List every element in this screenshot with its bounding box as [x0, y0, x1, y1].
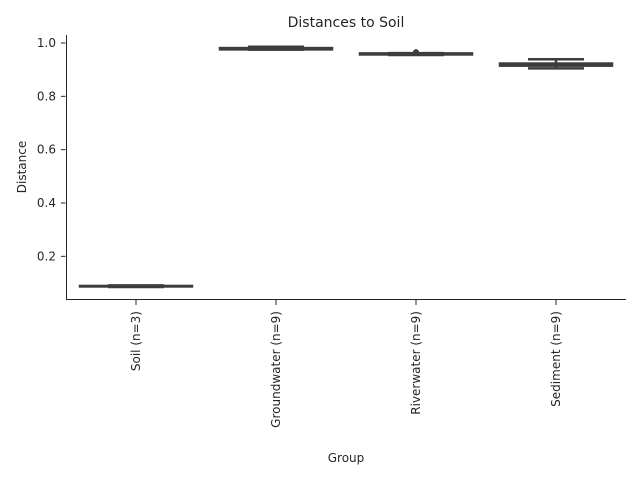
box-group: [78, 284, 194, 289]
box-group: [218, 45, 334, 51]
y-tick-label: 0.4: [37, 196, 56, 210]
x-tick-label: Groundwater (n=9): [269, 311, 283, 428]
x-axis-label: Group: [328, 451, 365, 465]
chart-title: Distances to Soil: [288, 15, 405, 31]
boxes: [78, 45, 614, 289]
y-axis-ticks: 0.2 0.4 0.6 0.8 1.0: [37, 36, 66, 263]
x-axis-ticks: Soil (n=3) Groundwater (n=9) Riverwater (n…: [129, 299, 563, 428]
y-tick-label: 0.8: [37, 89, 56, 103]
box-group: [358, 49, 474, 57]
y-tick-label: 0.2: [37, 249, 56, 263]
outlier-point: [413, 49, 419, 56]
y-tick-label: 0.6: [37, 143, 56, 157]
y-tick-label: 1.0: [37, 36, 56, 50]
box-group: [498, 58, 614, 70]
x-tick-label: Riverwater (n=9): [409, 311, 423, 415]
x-tick-label: Sediment (n=9): [549, 311, 563, 407]
x-tick-label: Soil (n=3): [129, 311, 143, 371]
y-axis-label: Distance: [15, 141, 29, 193]
